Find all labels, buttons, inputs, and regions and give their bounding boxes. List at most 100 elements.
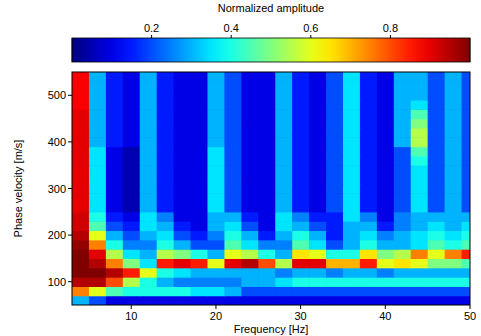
cell (428, 119, 446, 129)
cell (207, 202, 225, 212)
cell (462, 72, 470, 82)
cell (241, 230, 259, 240)
cell (394, 91, 412, 101)
cell (377, 184, 395, 194)
x-tick (385, 305, 386, 309)
cell (207, 128, 225, 138)
cell (394, 175, 412, 185)
cell (292, 165, 310, 175)
cell (309, 91, 327, 101)
cell (224, 147, 242, 157)
cell (89, 221, 107, 231)
cell (343, 230, 361, 240)
cell (326, 72, 344, 82)
cell (89, 296, 107, 305)
cell (258, 91, 276, 101)
cell (157, 184, 175, 194)
cell (72, 230, 90, 240)
cell (445, 296, 463, 305)
cell (241, 109, 259, 119)
cell (72, 202, 90, 212)
cell (394, 258, 412, 268)
cell (309, 268, 327, 278)
cell (72, 81, 90, 91)
cell (394, 249, 412, 259)
cell (343, 175, 361, 185)
cell (241, 156, 259, 166)
cell (258, 277, 276, 287)
cell (157, 81, 175, 91)
cell (123, 277, 141, 287)
cell (174, 286, 192, 296)
cell (191, 184, 209, 194)
cell (106, 175, 124, 185)
cell (157, 286, 175, 296)
cell (207, 175, 225, 185)
cell (445, 268, 463, 278)
cell (224, 240, 242, 250)
cell (462, 193, 470, 203)
cell (123, 286, 141, 296)
cell (258, 100, 276, 110)
cell (123, 296, 141, 305)
cell (462, 128, 470, 138)
cell (360, 91, 378, 101)
cell (241, 221, 259, 231)
cell (411, 119, 429, 129)
cell (445, 202, 463, 212)
cell (191, 165, 209, 175)
cell (428, 286, 446, 296)
cell (292, 81, 310, 91)
cell (428, 277, 446, 287)
cell (89, 175, 107, 185)
cell (191, 268, 209, 278)
cell (462, 240, 470, 250)
cell (224, 165, 242, 175)
cell (157, 128, 175, 138)
cell (123, 137, 141, 147)
cell (394, 193, 412, 203)
cell (360, 128, 378, 138)
cell (394, 240, 412, 250)
cell (191, 202, 209, 212)
cell (174, 230, 192, 240)
cell (326, 268, 344, 278)
cell (72, 137, 90, 147)
cell (140, 296, 158, 305)
cell (445, 119, 463, 129)
cell (292, 212, 310, 222)
cell (174, 184, 192, 194)
cell (462, 268, 470, 278)
cell (360, 240, 378, 250)
cell (462, 249, 470, 259)
cell (411, 296, 429, 305)
cell (191, 156, 209, 166)
cell (326, 212, 344, 222)
cell (462, 184, 470, 194)
cell (309, 184, 327, 194)
cell (72, 193, 90, 203)
y-tick-label: 300 (48, 183, 66, 195)
cell (428, 249, 446, 259)
cell (343, 165, 361, 175)
cell (445, 184, 463, 194)
colorbar-tick (310, 35, 311, 38)
cell (106, 193, 124, 203)
colorbar-end (72, 38, 73, 62)
cell (241, 91, 259, 101)
cell (140, 221, 158, 231)
cell (462, 296, 470, 305)
cell (326, 81, 344, 91)
cell (123, 175, 141, 185)
cell (377, 212, 395, 222)
cell (224, 286, 242, 296)
cell (275, 268, 293, 278)
colorbar-tick (231, 35, 232, 38)
cell (224, 100, 242, 110)
cell (377, 91, 395, 101)
cell (428, 81, 446, 91)
cell (309, 175, 327, 185)
cell (174, 268, 192, 278)
plot-frame (72, 72, 470, 305)
cell (207, 286, 225, 296)
